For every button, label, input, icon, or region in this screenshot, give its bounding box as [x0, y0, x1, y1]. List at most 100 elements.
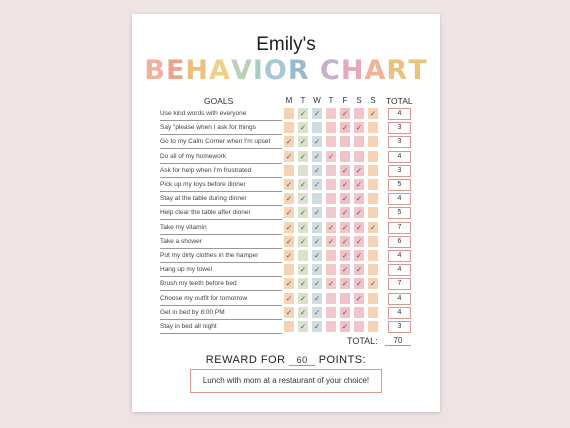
day-checkbox[interactable]: ✓: [312, 164, 322, 176]
goal-total[interactable]: 3: [388, 164, 411, 177]
day-checkbox[interactable]: ✓: [340, 164, 350, 176]
day-checkbox[interactable]: [326, 250, 336, 261]
day-checkbox[interactable]: [368, 150, 378, 162]
day-checkbox[interactable]: ✓: [312, 207, 322, 219]
day-checkbox[interactable]: ✓: [368, 108, 378, 119]
goal-total[interactable]: 3: [388, 136, 411, 149]
day-checkbox[interactable]: ✓: [340, 108, 350, 119]
day-checkbox[interactable]: ✓: [312, 264, 322, 276]
day-checkbox[interactable]: [368, 136, 378, 148]
day-checkbox[interactable]: [340, 150, 350, 162]
day-checkbox[interactable]: ✓: [326, 221, 336, 233]
day-checkbox[interactable]: ✓: [354, 122, 364, 134]
day-checkbox[interactable]: [354, 306, 364, 318]
day-checkbox[interactable]: ✓: [354, 193, 364, 205]
day-checkbox[interactable]: ✓: [298, 136, 308, 148]
goal-total[interactable]: 4: [388, 264, 411, 277]
day-checkbox[interactable]: ✓: [312, 179, 322, 190]
day-checkbox[interactable]: ✓: [312, 250, 322, 261]
day-checkbox[interactable]: ✓: [312, 321, 322, 332]
day-checkbox[interactable]: ✓: [340, 278, 350, 290]
day-checkbox[interactable]: [368, 321, 378, 332]
day-checkbox[interactable]: [326, 207, 336, 219]
goal-total[interactable]: 3: [388, 122, 411, 135]
day-checkbox[interactable]: [368, 122, 378, 134]
goal-total[interactable]: 4: [388, 193, 411, 206]
day-checkbox[interactable]: ✓: [312, 221, 322, 233]
day-checkbox[interactable]: [368, 179, 378, 190]
goal-total[interactable]: 5: [388, 207, 411, 220]
day-checkbox[interactable]: ✓: [368, 221, 378, 233]
day-checkbox[interactable]: [326, 136, 336, 148]
day-checkbox[interactable]: ✓: [340, 122, 350, 134]
goal-total[interactable]: 5: [388, 179, 411, 191]
day-checkbox[interactable]: ✓: [284, 150, 294, 162]
day-checkbox[interactable]: [368, 235, 378, 247]
day-checkbox[interactable]: ✓: [326, 235, 336, 247]
goal-total[interactable]: 4: [388, 108, 411, 120]
day-checkbox[interactable]: ✓: [284, 235, 294, 247]
day-checkbox[interactable]: ✓: [298, 278, 308, 290]
day-checkbox[interactable]: [326, 321, 336, 332]
goal-total[interactable]: 7: [388, 278, 411, 291]
day-checkbox[interactable]: ✓: [340, 221, 350, 233]
day-checkbox[interactable]: [368, 207, 378, 219]
day-checkbox[interactable]: ✓: [298, 264, 308, 276]
day-checkbox[interactable]: ✓: [340, 207, 350, 219]
day-checkbox[interactable]: ✓: [298, 306, 308, 318]
day-checkbox[interactable]: ✓: [298, 108, 308, 119]
day-checkbox[interactable]: ✓: [298, 179, 308, 190]
day-checkbox[interactable]: ✓: [298, 292, 308, 304]
day-checkbox[interactable]: ✓: [312, 108, 322, 119]
day-checkbox[interactable]: [326, 164, 336, 176]
day-checkbox[interactable]: ✓: [368, 278, 378, 290]
day-checkbox[interactable]: ✓: [340, 264, 350, 276]
day-checkbox[interactable]: [326, 122, 336, 134]
day-checkbox[interactable]: ✓: [340, 321, 350, 332]
reward-box[interactable]: Lunch with mom at a restaurant of your c…: [190, 369, 382, 393]
day-checkbox[interactable]: [312, 122, 322, 134]
day-checkbox[interactable]: [326, 264, 336, 276]
day-checkbox[interactable]: [326, 193, 336, 205]
day-checkbox[interactable]: ✓: [298, 221, 308, 233]
day-checkbox[interactable]: [298, 164, 308, 176]
reward-points[interactable]: 60: [289, 355, 316, 366]
day-checkbox[interactable]: ✓: [354, 207, 364, 219]
goal-total[interactable]: 4: [388, 150, 411, 163]
day-checkbox[interactable]: [354, 150, 364, 162]
day-checkbox[interactable]: ✓: [340, 250, 350, 261]
day-checkbox[interactable]: ✓: [340, 235, 350, 247]
day-checkbox[interactable]: ✓: [354, 179, 364, 190]
day-checkbox[interactable]: ✓: [284, 221, 294, 233]
goal-total[interactable]: 6: [388, 235, 411, 248]
day-checkbox[interactable]: ✓: [284, 278, 294, 290]
goal-total[interactable]: 7: [388, 221, 411, 234]
day-checkbox[interactable]: ✓: [326, 278, 336, 290]
day-checkbox[interactable]: ✓: [354, 235, 364, 247]
goal-total[interactable]: 4: [388, 250, 411, 262]
day-checkbox[interactable]: [312, 193, 322, 205]
day-checkbox[interactable]: ✓: [284, 306, 294, 318]
day-checkbox[interactable]: ✓: [312, 278, 322, 290]
day-checkbox[interactable]: [368, 264, 378, 276]
day-checkbox[interactable]: ✓: [284, 207, 294, 219]
day-checkbox[interactable]: ✓: [298, 122, 308, 134]
day-checkbox[interactable]: [354, 321, 364, 332]
grand-total-value[interactable]: 70: [385, 336, 411, 346]
day-checkbox[interactable]: [368, 164, 378, 176]
day-checkbox[interactable]: [340, 292, 350, 304]
day-checkbox[interactable]: ✓: [298, 207, 308, 219]
day-checkbox[interactable]: ✓: [340, 179, 350, 190]
day-checkbox[interactable]: [326, 292, 336, 304]
day-checkbox[interactable]: [326, 306, 336, 318]
day-checkbox[interactable]: ✓: [284, 250, 294, 261]
day-checkbox[interactable]: ✓: [312, 235, 322, 247]
goal-total[interactable]: 4: [388, 306, 411, 319]
day-checkbox[interactable]: ✓: [340, 306, 350, 318]
day-checkbox[interactable]: ✓: [354, 278, 364, 290]
day-checkbox[interactable]: ✓: [284, 292, 294, 304]
day-checkbox[interactable]: ✓: [298, 321, 308, 332]
day-checkbox[interactable]: ✓: [298, 193, 308, 205]
day-checkbox[interactable]: [368, 193, 378, 205]
day-checkbox[interactable]: ✓: [312, 306, 322, 318]
